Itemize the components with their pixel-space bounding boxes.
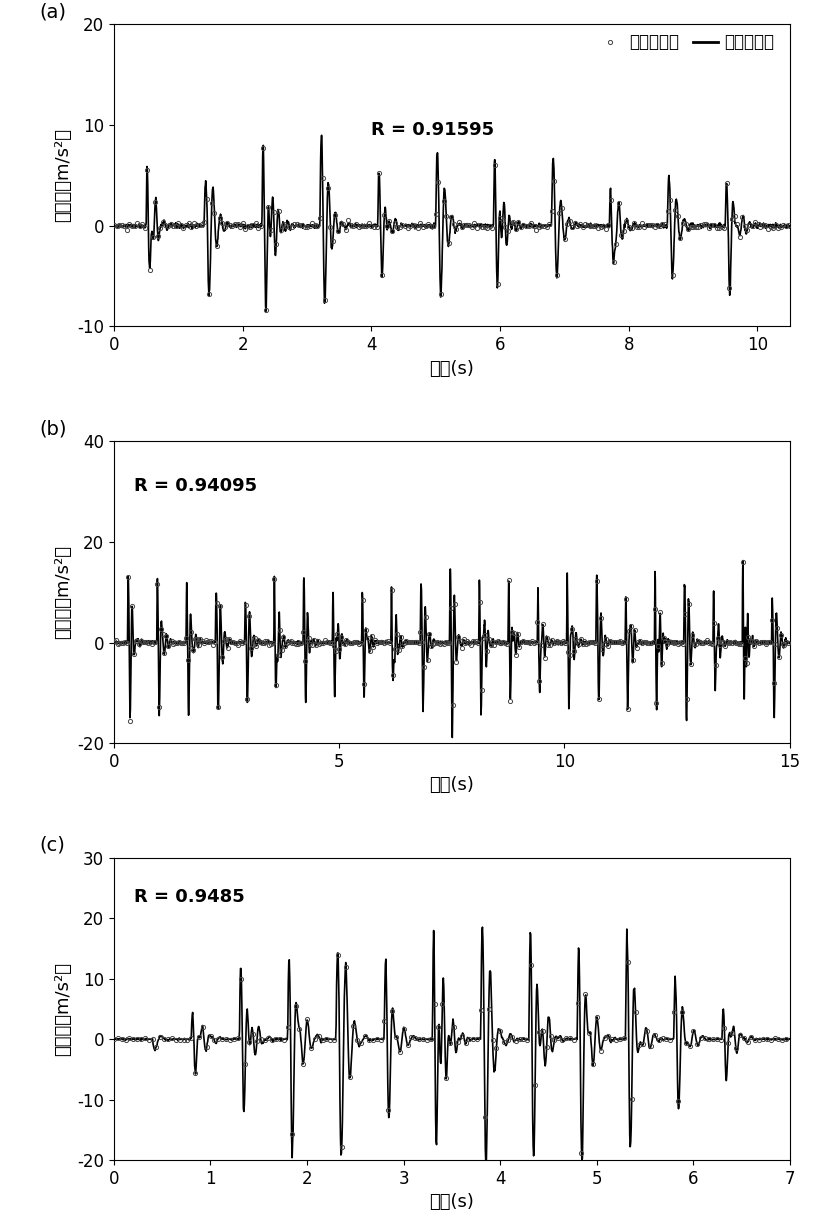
Text: R = 0.94095: R = 0.94095 [134,477,257,496]
Y-axis label: 加速度（m/s²）: 加速度（m/s²） [54,962,72,1056]
Text: (c): (c) [40,836,65,855]
X-axis label: 时间(s): 时间(s) [429,1193,475,1211]
X-axis label: 时间(s): 时间(s) [429,360,475,377]
Text: R = 0.91595: R = 0.91595 [370,121,494,139]
Text: (a): (a) [40,2,67,22]
X-axis label: 时间(s): 时间(s) [429,777,475,795]
Y-axis label: 加速度（m/s²）: 加速度（m/s²） [54,128,72,222]
Text: (b): (b) [40,419,67,438]
Text: R = 0.9485: R = 0.9485 [134,888,245,906]
Legend: 本发明方法, 加速传感器: 本发明方法, 加速传感器 [591,27,781,59]
Y-axis label: 加速度（m/s²）: 加速度（m/s²） [54,546,72,639]
